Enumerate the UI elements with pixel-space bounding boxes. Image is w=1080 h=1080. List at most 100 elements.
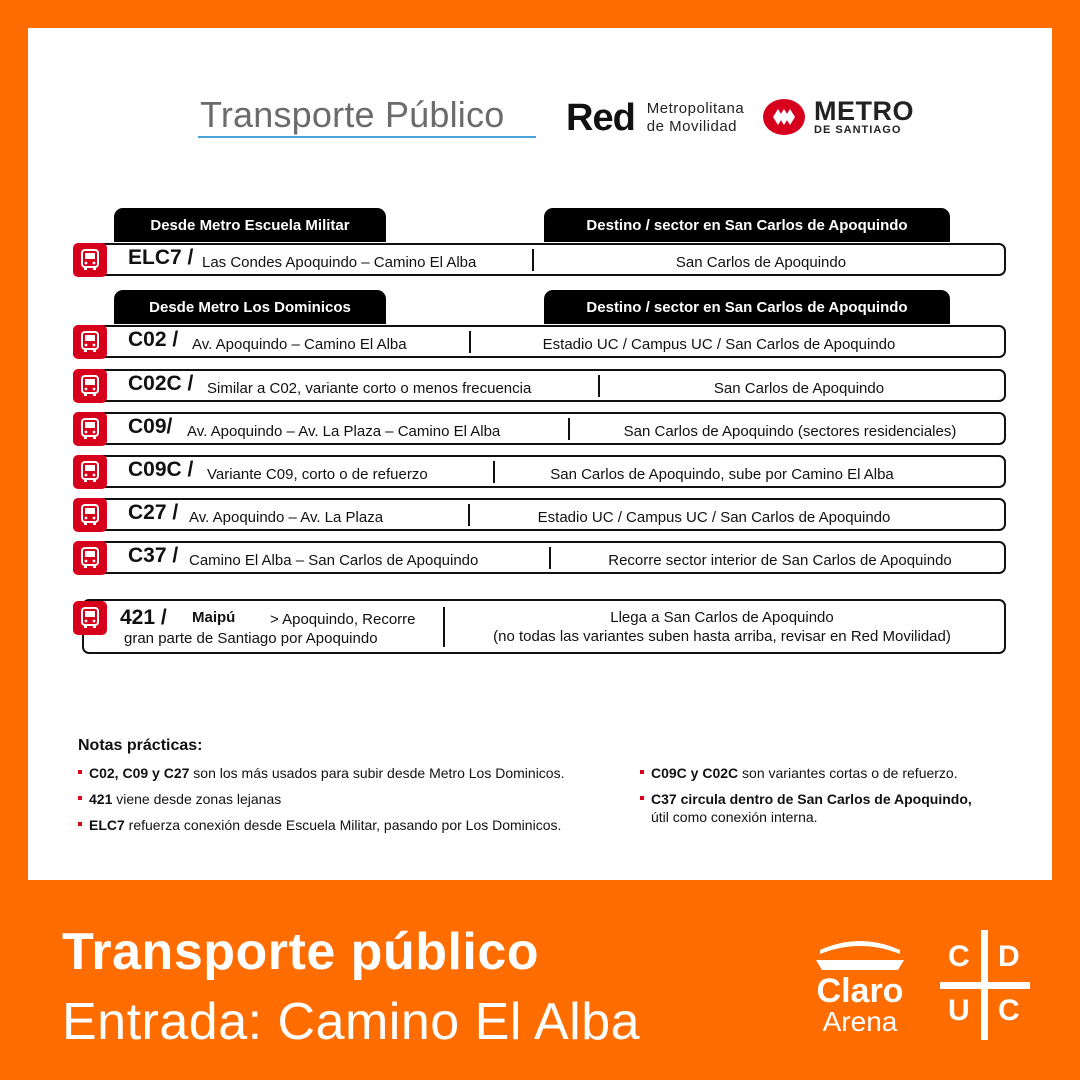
bus-icon xyxy=(73,325,107,359)
cduc-logo: C D U C xyxy=(940,930,1030,1040)
note-bold: C02, C09 y C27 xyxy=(89,765,190,781)
claro-arena-logo: Claro Arena xyxy=(806,938,914,1038)
bullet-icon xyxy=(640,770,644,775)
route-description-via: > Apoquindo, Recorre xyxy=(270,611,416,628)
note-bold: 421 xyxy=(89,791,113,807)
note-bold: ELC7 xyxy=(89,817,125,833)
route-separator xyxy=(468,504,470,526)
route-destination-line2: (no todas las variantes suben hasta arri… xyxy=(493,628,951,645)
cduc-letter: C xyxy=(998,994,1020,1027)
tab-destination-escuela-militar: Destino / sector en San Carlos de Apoqui… xyxy=(544,208,950,242)
note-text: refuerza conexión desde Escuela Militar,… xyxy=(124,817,562,833)
cduc-letter: C xyxy=(948,940,970,973)
tab-origin-escuela-militar: Desde Metro Escuela Militar xyxy=(114,208,386,242)
route-destination: Estadio UC / Campus UC / San Carlos de A… xyxy=(537,509,891,526)
metro-rhombus-icon xyxy=(763,99,805,135)
note-bold: C09C y C02C xyxy=(651,765,739,781)
bus-icon xyxy=(73,455,107,489)
red-logo-subtitle: Metropolitana de Movilidad xyxy=(647,100,744,136)
route-code: C02C / xyxy=(128,372,194,395)
route-description: Av. Apoquindo – Av. La Plaza – Camino El… xyxy=(187,423,501,440)
bullet-icon xyxy=(78,796,82,801)
red-movilidad-logo: Red Metropolitana de Movilidad xyxy=(566,96,744,140)
route-row-c02: C02 / Av. Apoquindo – Camino El Alba Est… xyxy=(82,325,1006,358)
bus-icon xyxy=(73,601,107,635)
route-row-c02c: C02C / Similar a C02, variante corto o m… xyxy=(82,369,1006,402)
red-logo-word: Red xyxy=(566,96,636,139)
metro-logo-text: METRO DE SANTIAGO xyxy=(814,96,914,137)
route-description: Av. Apoquindo – Camino El Alba xyxy=(192,336,407,353)
bus-icon xyxy=(73,412,107,446)
bus-icon xyxy=(73,541,107,575)
route-code: C02 / xyxy=(128,328,179,351)
footer-subtitle: Entrada: Camino El Alba xyxy=(62,993,641,1051)
claro-logo-word: Claro xyxy=(816,972,904,1010)
red-logo-sub-line2: de Movilidad xyxy=(646,118,738,135)
cduc-letter: U xyxy=(948,994,970,1027)
tab-destination-los-dominicos: Destino / sector en San Carlos de Apoqui… xyxy=(544,290,950,324)
route-row-elc7: ELC7 / Las Condes Apoquindo – Camino El … xyxy=(82,243,1006,276)
note-item: C37 circula dentro de San Carlos de Apoq… xyxy=(640,790,972,826)
arena-logo-word: Arena xyxy=(822,1006,898,1037)
route-separator xyxy=(598,375,600,397)
bullet-icon xyxy=(78,822,82,827)
route-separator xyxy=(532,249,534,271)
footer-title: Transporte público xyxy=(62,923,540,981)
route-code: C27 / xyxy=(128,501,179,524)
route-code: 421 / xyxy=(120,606,167,629)
note-text: son variantes cortas o de refuerzo. xyxy=(738,765,958,781)
route-code: C09/ xyxy=(128,415,173,438)
bullet-icon xyxy=(640,796,644,801)
note-item: C02, C09 y C27 son los más usados para s… xyxy=(78,764,564,782)
route-separator xyxy=(493,461,495,483)
note-item: 421 viene desde zonas lejanas xyxy=(78,790,281,808)
cduc-cross-icon xyxy=(940,930,1030,1040)
tab-origin-los-dominicos: Desde Metro Los Dominicos xyxy=(114,290,386,324)
note-text: son los más usados para subir desde Metr… xyxy=(189,765,565,781)
note-item: ELC7 refuerza conexión desde Escuela Mil… xyxy=(78,816,561,834)
route-description-origin: Maipú xyxy=(192,609,236,626)
notes-title: Notas prácticas: xyxy=(78,737,203,754)
route-code: C37 / xyxy=(128,544,179,567)
red-logo-sub-line1: Metropolitana xyxy=(646,100,745,117)
route-description: Camino El Alba – San Carlos de Apoquindo xyxy=(189,552,479,569)
note-text: viene desde zonas lejanas xyxy=(112,791,282,807)
route-separator xyxy=(549,547,551,569)
route-row-c09c: C09C / Variante C09, corto o de refuerzo… xyxy=(82,455,1006,488)
info-card xyxy=(28,28,1052,880)
route-destination: Estadio UC / Campus UC / San Carlos de A… xyxy=(542,336,896,353)
route-description: Av. Apoquindo – Av. La Plaza xyxy=(189,509,384,526)
route-description: Las Condes Apoquindo – Camino El Alba xyxy=(202,254,477,271)
bus-icon xyxy=(73,243,107,277)
metro-santiago-logo: METRO DE SANTIAGO xyxy=(762,98,914,136)
note-item: C09C y C02C son variantes cortas o de re… xyxy=(640,764,958,782)
metro-logo-word: METRO xyxy=(814,96,914,126)
route-code: ELC7 / xyxy=(128,246,194,269)
route-row-c27: C27 / Av. Apoquindo – Av. La Plaza Estad… xyxy=(82,498,1006,531)
route-code: C09C / xyxy=(128,458,194,481)
bullet-icon xyxy=(78,770,82,775)
route-separator xyxy=(469,331,471,353)
route-destination: San Carlos de Apoquindo (sectores reside… xyxy=(623,423,957,440)
route-separator xyxy=(443,607,445,647)
arena-roof-icon xyxy=(816,941,904,970)
route-row-421: 421 / Maipú > Apoquindo, Recorre gran pa… xyxy=(82,599,1006,654)
cduc-letter: D xyxy=(998,940,1020,973)
title-underline xyxy=(198,136,536,138)
bus-icon xyxy=(73,498,107,532)
route-separator xyxy=(568,418,570,440)
page-title: Transporte Público xyxy=(200,94,505,135)
metro-logo-city: DE SANTIAGO xyxy=(814,124,902,136)
route-destination: San Carlos de Apoquindo xyxy=(675,254,847,271)
route-description: Similar a C02, variante corto o menos fr… xyxy=(207,380,532,397)
route-destination: Recorre sector interior de San Carlos de… xyxy=(608,552,952,569)
note-bold: C37 circula dentro de San Carlos de Apoq… xyxy=(651,791,972,807)
route-row-c37: C37 / Camino El Alba – San Carlos de Apo… xyxy=(82,541,1006,574)
route-description: Variante C09, corto o de refuerzo xyxy=(207,466,428,483)
bus-icon xyxy=(73,369,107,403)
note-text: útil como conexión interna. xyxy=(651,809,818,825)
route-destination: San Carlos de Apoquindo xyxy=(713,380,885,397)
route-row-c09: C09/ Av. Apoquindo – Av. La Plaza – Cami… xyxy=(82,412,1006,445)
route-destination-line1: Llega a San Carlos de Apoquindo xyxy=(610,609,834,626)
route-description-detail: gran parte de Santiago por Apoquindo xyxy=(124,630,378,647)
